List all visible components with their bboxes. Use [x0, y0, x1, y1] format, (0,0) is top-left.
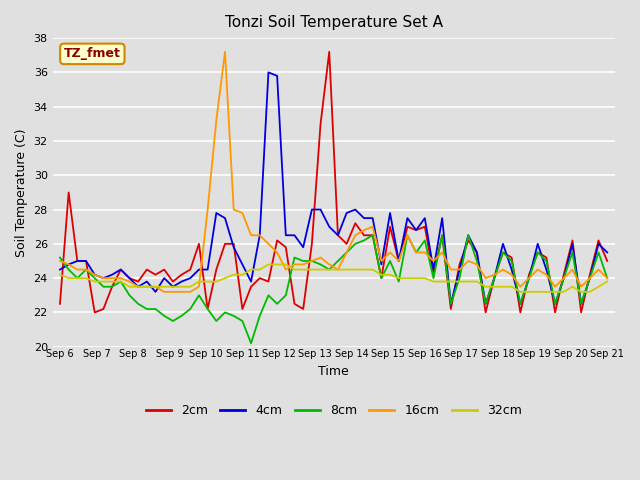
16cm [343, 250, 351, 255]
32cm [264, 262, 272, 267]
Text: TZ_fmet: TZ_fmet [64, 48, 121, 60]
8cm [247, 340, 255, 346]
8cm [369, 232, 376, 238]
2cm [421, 224, 429, 229]
32cm [56, 272, 64, 277]
4cm [56, 267, 64, 273]
2cm [604, 258, 611, 264]
8cm [291, 255, 298, 261]
32cm [291, 267, 298, 273]
Line: 2cm: 2cm [60, 52, 607, 312]
8cm [56, 255, 64, 261]
32cm [421, 275, 429, 281]
4cm [264, 70, 272, 75]
4cm [421, 215, 429, 221]
16cm [125, 279, 133, 285]
16cm [161, 289, 168, 295]
4cm [369, 215, 376, 221]
X-axis label: Time: Time [318, 365, 349, 378]
2cm [291, 301, 298, 307]
32cm [412, 275, 420, 281]
8cm [604, 275, 611, 281]
2cm [429, 272, 437, 277]
16cm [429, 258, 437, 264]
16cm [56, 258, 64, 264]
16cm [604, 275, 611, 281]
32cm [604, 279, 611, 285]
Line: 32cm: 32cm [60, 264, 607, 292]
32cm [369, 267, 376, 273]
8cm [421, 238, 429, 243]
16cm [300, 262, 307, 267]
8cm [429, 275, 437, 281]
32cm [516, 289, 524, 295]
Title: Tonzi Soil Temperature Set A: Tonzi Soil Temperature Set A [225, 15, 443, 30]
16cm [421, 250, 429, 255]
Y-axis label: Soil Temperature (C): Soil Temperature (C) [15, 128, 28, 257]
16cm [378, 258, 385, 264]
Legend: 2cm, 4cm, 8cm, 16cm, 32cm: 2cm, 4cm, 8cm, 16cm, 32cm [141, 399, 527, 422]
2cm [91, 310, 99, 315]
8cm [125, 292, 133, 298]
32cm [334, 267, 342, 273]
Line: 16cm: 16cm [60, 52, 607, 292]
2cm [56, 301, 64, 307]
4cm [604, 250, 611, 255]
4cm [447, 301, 454, 307]
8cm [378, 275, 385, 281]
4cm [291, 232, 298, 238]
4cm [125, 275, 133, 281]
2cm [343, 241, 351, 247]
8cm [334, 258, 342, 264]
2cm [325, 49, 333, 55]
Line: 4cm: 4cm [60, 72, 607, 304]
2cm [134, 279, 142, 285]
Line: 8cm: 8cm [60, 235, 607, 343]
16cm [221, 49, 229, 55]
32cm [125, 284, 133, 289]
4cm [412, 227, 420, 233]
4cm [334, 232, 342, 238]
2cm [378, 275, 385, 281]
